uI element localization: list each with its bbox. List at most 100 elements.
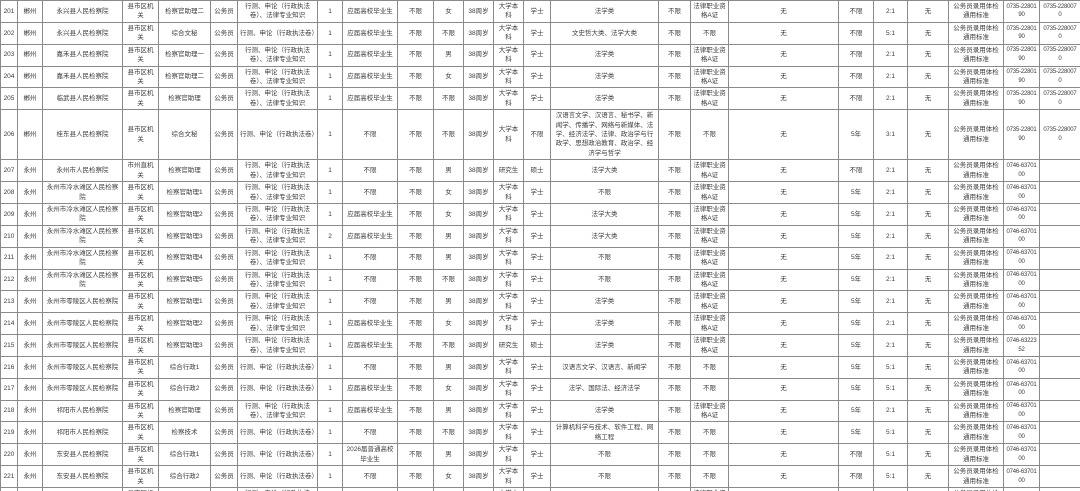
table-cell: 不限 xyxy=(397,65,434,89)
table-cell: 2:1 xyxy=(873,0,908,23)
table-cell: 行测、申论（行政执法卷）、法律专业知识 xyxy=(237,43,318,67)
table-cell: 县市区机关 xyxy=(122,21,159,45)
table-cell: 永州 xyxy=(17,224,43,248)
table-cell: 无 xyxy=(728,421,839,445)
table-cell: 5年 xyxy=(838,377,874,401)
table-cell: 法学大类 xyxy=(550,203,659,226)
table-cell: 法学类 xyxy=(550,334,659,357)
table-cell: 不限 xyxy=(838,87,874,111)
table-cell: 公务员 xyxy=(210,224,238,248)
table-cell: 无 xyxy=(728,65,839,89)
table-cell: 不限 xyxy=(342,421,398,445)
table-cell: 行测、申论（行政执法卷）、法律专业知识 xyxy=(237,65,318,89)
table-cell: 综合行政1 xyxy=(158,355,211,379)
table-cell: 永州 xyxy=(17,290,43,314)
table-cell: 221 xyxy=(0,465,18,488)
table-cell: 检察官助理 xyxy=(158,87,211,111)
table-cell: 无 xyxy=(907,21,949,45)
table-cell: 县市区机关 xyxy=(122,334,159,357)
table-cell: 学士 xyxy=(523,268,551,292)
table-cell: 公务员 xyxy=(210,87,238,111)
table-cell: 学士 xyxy=(523,181,551,205)
table-cell: 0746-6370100 xyxy=(1003,312,1040,336)
table-cell: 公务员 xyxy=(210,159,238,183)
table-cell: 0746-6370100 xyxy=(1003,355,1040,379)
table-cell: 不限 xyxy=(342,109,398,161)
table-cell: 公务员录用体检通用标准 xyxy=(948,203,1004,226)
table-cell: 无 xyxy=(907,159,949,183)
table-cell: 无 xyxy=(907,65,949,89)
table-cell: 无 xyxy=(728,486,839,491)
table-cell: 无 xyxy=(907,290,949,314)
table-cell: 不限 xyxy=(658,377,691,401)
table-cell: 法律职业资格A证 xyxy=(690,486,729,491)
table-cell: 无 xyxy=(728,290,839,314)
table-cell: 1 xyxy=(317,355,343,379)
table-cell: 永州 xyxy=(17,159,43,183)
table-cell: 市州直机关 xyxy=(122,159,159,183)
table-cell: 女 xyxy=(433,181,464,205)
table-cell: 38周岁 xyxy=(463,465,494,488)
table-cell: 公务员 xyxy=(210,377,238,401)
table-cell: 永州市冷水滩区人民检察院 xyxy=(42,181,123,205)
table-cell: 无 xyxy=(728,87,839,111)
table-cell: 法律职业资格A证 xyxy=(690,181,729,205)
table-cell: 公务员录用体检通用标准 xyxy=(948,486,1004,491)
table-cell: 永州 xyxy=(17,334,43,357)
table-cell: 不限 xyxy=(658,421,691,445)
table-cell: 1 xyxy=(317,334,343,357)
table-cell: 法律职业资格A证 xyxy=(690,159,729,183)
table-cell: 不限 xyxy=(397,268,434,292)
table-cell: 大学本科 xyxy=(493,443,524,467)
table-cell: 县市区机关 xyxy=(122,355,159,379)
table-cell: 2:1 xyxy=(873,203,908,226)
table-row: 214 永州 永州市零陵区人民检察院 县市区机关 检察官助理2 公务员 行测、申论（行政执法… xyxy=(0,312,1080,336)
table-cell: 38周岁 xyxy=(463,224,494,248)
table-cell: 法学类 xyxy=(550,65,659,89)
table-cell: 无 xyxy=(728,43,839,67)
table-cell: 1 xyxy=(317,181,343,205)
table-cell: 不限 xyxy=(658,486,691,491)
table-cell: 男 xyxy=(433,355,464,379)
table-cell: 1 xyxy=(317,377,343,401)
table-cell: 2:1 xyxy=(873,224,908,248)
table-cell: 永州 xyxy=(17,312,43,336)
table-cell: 综合文秘 xyxy=(158,109,211,161)
table-cell: 检察官助理3 xyxy=(158,334,211,357)
table-cell: 郴州 xyxy=(17,0,43,23)
table-cell: 38周岁 xyxy=(463,181,494,205)
table-cell: 公务员 xyxy=(210,290,238,314)
table-cell: 检察官助理4 xyxy=(158,246,211,270)
table-cell: 无 xyxy=(728,268,839,292)
table-cell: 不限 xyxy=(658,159,691,183)
table-cell: 学士 xyxy=(523,87,551,111)
table-cell: 209 xyxy=(0,203,18,226)
table-cell: 不限 xyxy=(433,486,464,491)
table-cell: 检察官助理二 xyxy=(158,0,211,23)
table-cell: 女 xyxy=(433,312,464,336)
table-cell: 法律职业资格A证 xyxy=(690,312,729,336)
table-cell: 公务员录用体检通用标准 xyxy=(948,443,1004,467)
table-cell: 38周岁 xyxy=(463,43,494,67)
table-cell: 38周岁 xyxy=(463,377,494,401)
table-cell: 222 xyxy=(0,486,18,491)
table-row: 210 永州 永州市冷水滩区人民检察院 县市区机关 检察官助理3 公务员 行测、申论（行政执… xyxy=(0,224,1080,248)
table-cell: 公务员录用体检通用标准 xyxy=(948,0,1004,23)
table-cell: 东安县人民检察院 xyxy=(42,486,123,491)
table-cell: 学士 xyxy=(523,65,551,89)
table-cell: 不限 xyxy=(658,355,691,379)
table-cell: 永州市零陵区人民检察院 xyxy=(42,312,123,336)
table-cell: 205 xyxy=(0,87,18,111)
table-cell: 不限 xyxy=(433,21,464,45)
table-cell: 永州 xyxy=(17,421,43,445)
table-cell: 硕士 xyxy=(523,159,551,183)
table-cell: 男 xyxy=(433,43,464,67)
table-cell: 1 xyxy=(317,159,343,183)
table-cell: 公务员 xyxy=(210,465,238,488)
table-cell: 应届高校毕业生 xyxy=(342,312,398,336)
table-cell: 不限 xyxy=(838,159,874,183)
table-cell: 212 xyxy=(0,268,18,292)
table-cell: 2:1 xyxy=(873,43,908,67)
table-cell: 公务员录用体检通用标准 xyxy=(948,65,1004,89)
table-cell: 不限 xyxy=(658,0,691,23)
